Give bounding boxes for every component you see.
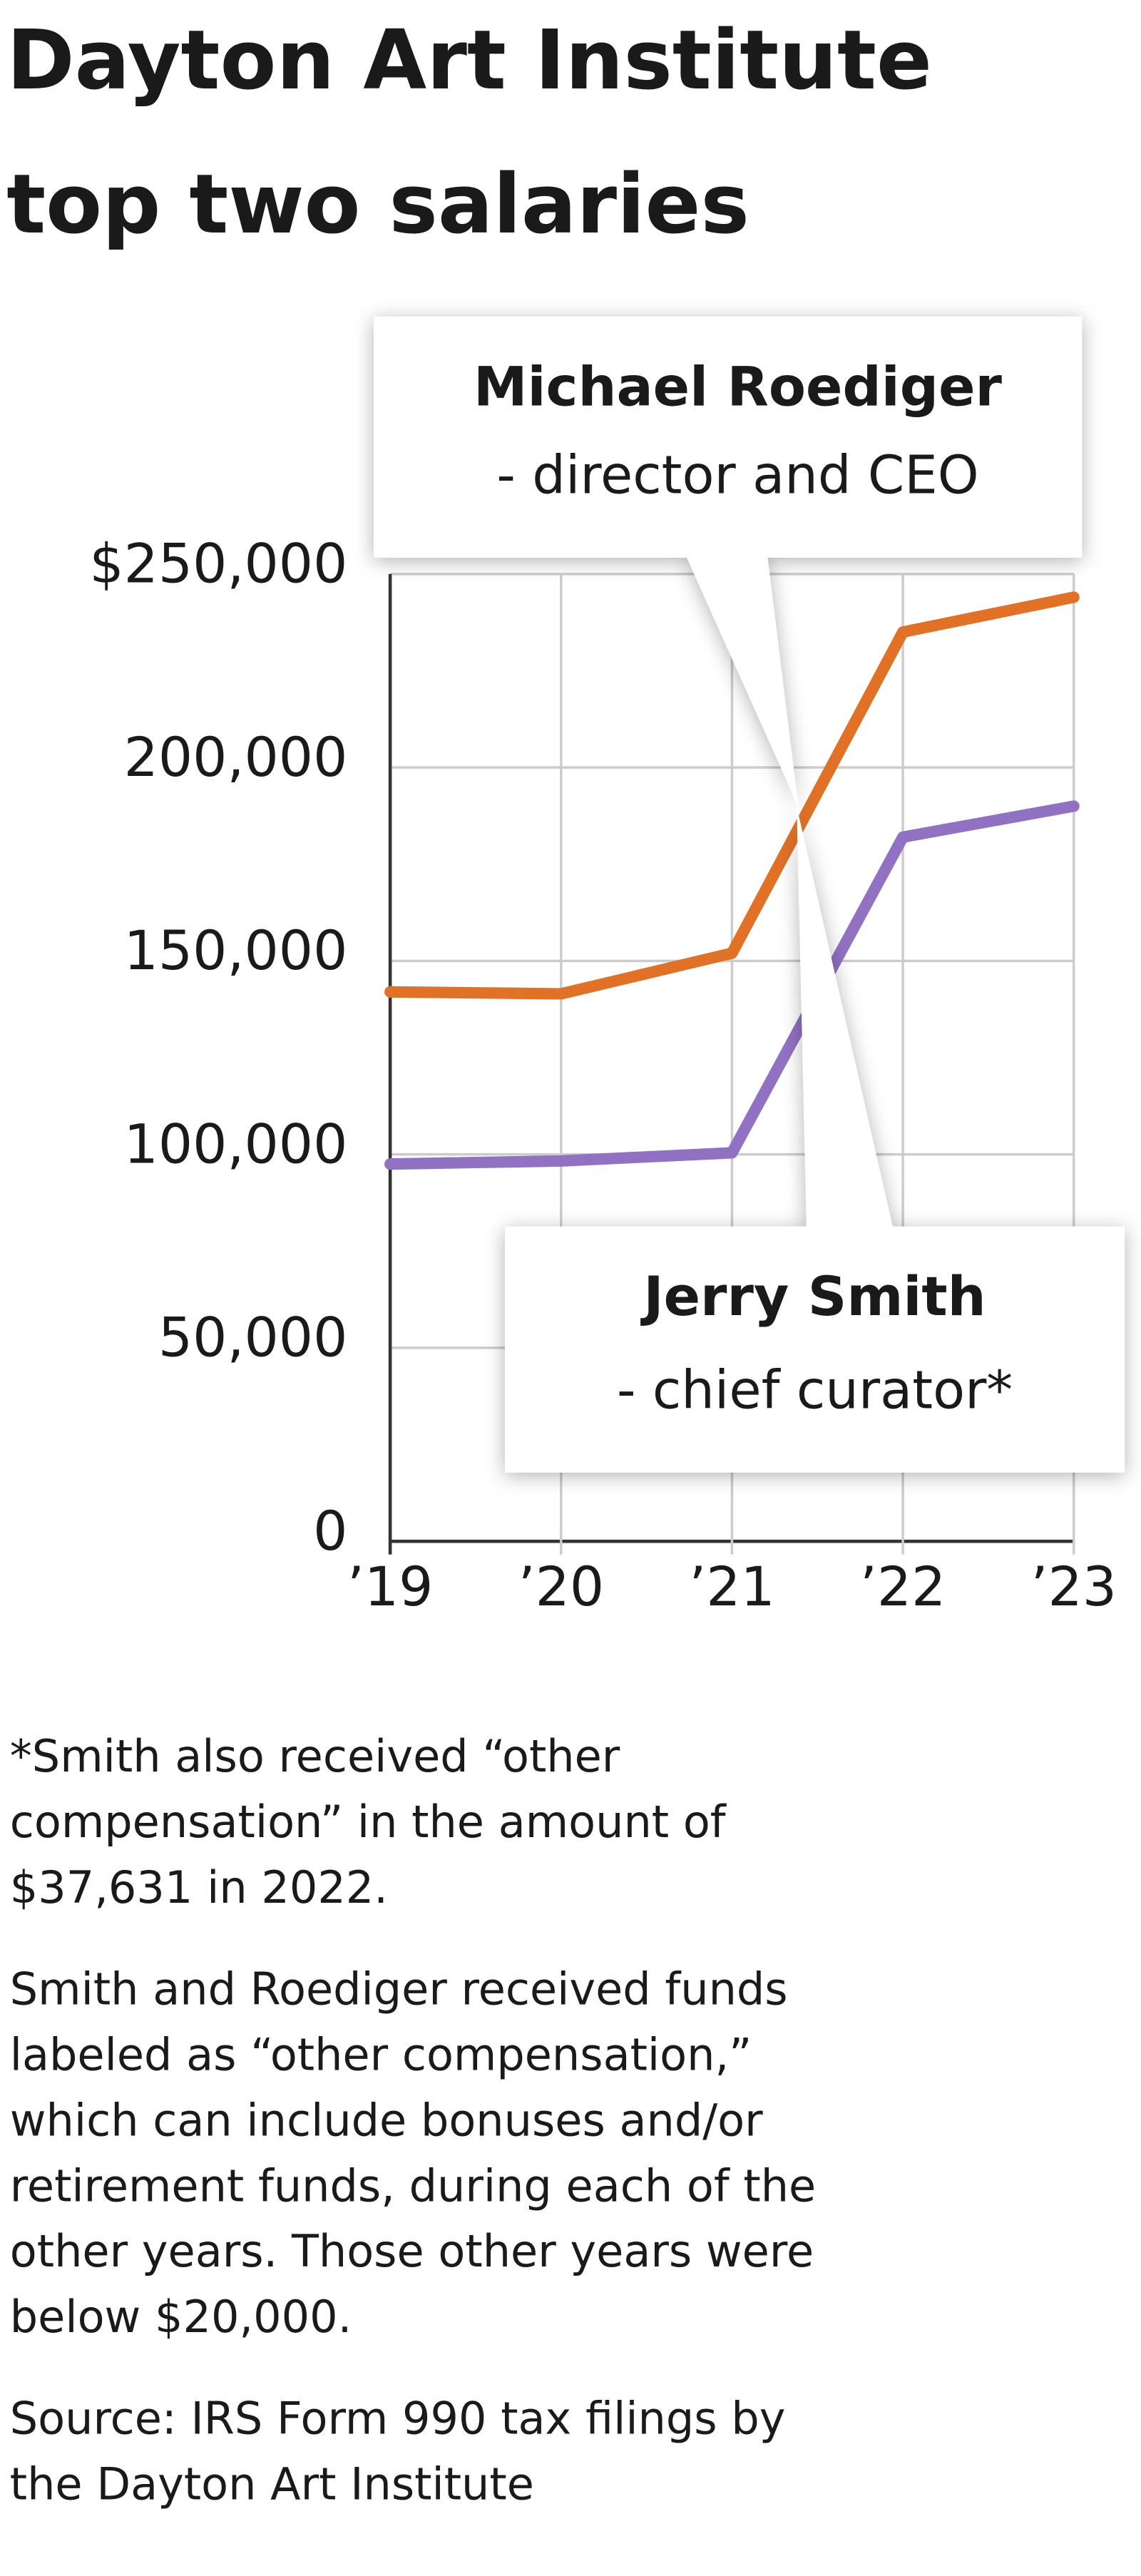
callout-pointer — [685, 554, 799, 807]
note-line: Smith and Roediger received funds — [10, 1963, 788, 2015]
series-line — [384, 800, 1080, 1170]
note-line: Source: IRS Form 990 tax filings by — [10, 2393, 786, 2445]
x-tick-label: ’21 — [689, 1555, 775, 1618]
y-tick-label: 150,000 — [124, 919, 348, 982]
y-tick-label: 100,000 — [124, 1113, 348, 1175]
x-tick-label: ’20 — [518, 1555, 604, 1618]
note-line: compensation” in the amount of — [10, 1796, 727, 1848]
callout-role: - director and CEO — [496, 446, 978, 506]
callout-name: Michael Roediger — [474, 355, 1003, 418]
callout-name: Jerry Smith — [640, 1265, 986, 1328]
note-line: below $20,000. — [10, 2291, 352, 2343]
chart-title: Dayton Art Institute — [6, 13, 932, 108]
y-tick-label: 0 — [313, 1500, 347, 1563]
note-line: *Smith also received “other — [10, 1730, 620, 1782]
x-tick-label: ’23 — [1030, 1555, 1117, 1618]
x-tick-label: ’22 — [860, 1555, 946, 1618]
x-tick-label: ’19 — [347, 1555, 434, 1618]
note-line: other years. Those other years were — [10, 2225, 814, 2277]
y-tick-label: 200,000 — [124, 726, 348, 789]
note-line: $37,631 in 2022. — [10, 1861, 388, 1913]
note-line: the Dayton Art Institute — [10, 2458, 534, 2510]
note-line: retirement funds, during each of the — [10, 2160, 816, 2212]
callout-box-fill — [374, 316, 1083, 558]
chart-title: top two salaries — [6, 157, 749, 252]
y-tick-label: 50,000 — [158, 1307, 347, 1369]
callout-role: - chief curator* — [617, 1360, 1013, 1421]
series-line — [384, 591, 1080, 1000]
note-line: labeled as “other compensation,” — [10, 2028, 752, 2080]
callout-box-fill — [505, 1226, 1125, 1473]
y-tick-label: $250,000 — [89, 533, 347, 596]
note-line: which can include bonuses and/or — [10, 2094, 763, 2146]
